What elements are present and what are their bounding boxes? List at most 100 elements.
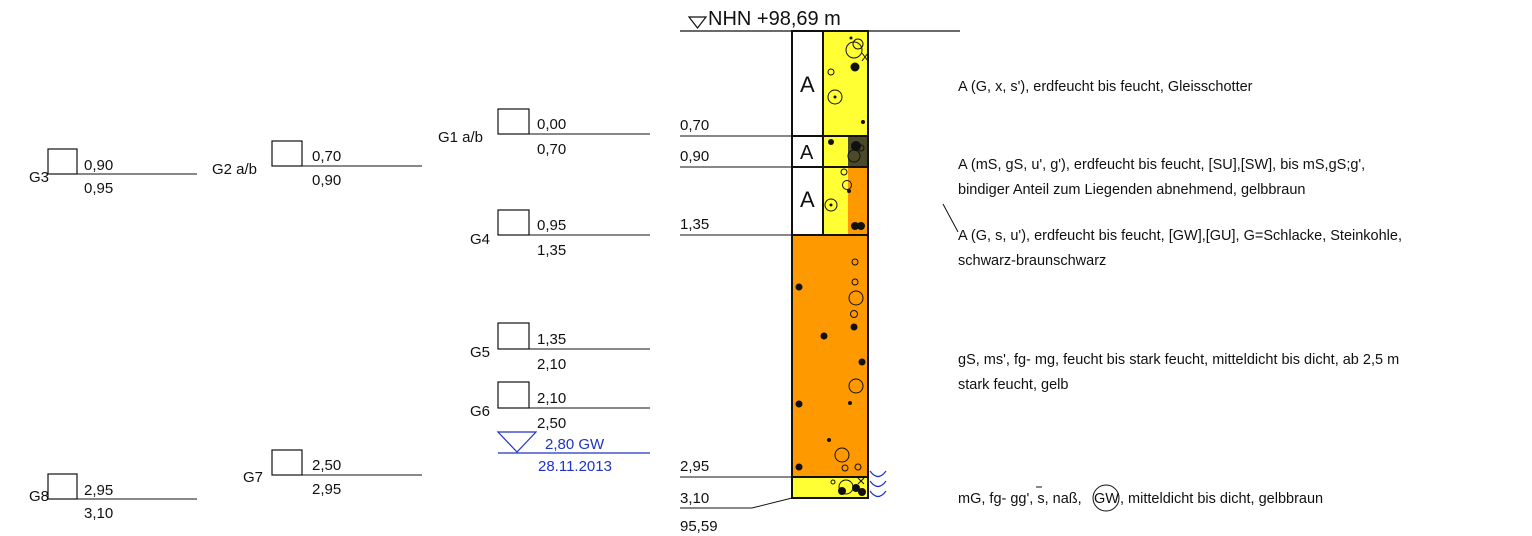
grain-symbol: [861, 120, 865, 124]
sample-g1-bottom: 0,70: [537, 141, 566, 158]
sample-g5-top: 1,35: [537, 331, 566, 348]
sample-g1-top: 0,00: [537, 116, 566, 133]
base-elevation: 95,59: [680, 518, 718, 535]
sample-g6-top: 2,10: [537, 390, 566, 407]
sample-g6-label: G6: [470, 403, 490, 420]
gravel-symbol: [830, 479, 836, 485]
gravel-symbol: [848, 290, 864, 306]
layer-depth-4: 2,95: [680, 458, 709, 475]
sample-g7-box: [271, 449, 303, 476]
sample-g2-label: G2 a/b: [212, 161, 257, 178]
grain-symbol: [827, 438, 831, 442]
elevation-label: NHN +98,69 m: [708, 8, 841, 30]
layer-depth-5: 3,10: [680, 490, 709, 507]
sample-g6-bottom: 2,50: [537, 415, 566, 432]
description-layer-2-line-2: bindiger Anteil zum Liegenden abnehmend,…: [958, 182, 1305, 198]
layer-depth-1: 0,70: [680, 117, 709, 134]
sample-g6-box: [497, 381, 530, 409]
sample-g8-label: G8: [29, 488, 49, 505]
sample-g8: G8 2,95 3,10: [29, 473, 197, 522]
borehole-column: A A A: [791, 30, 869, 499]
sample-g3-box: [47, 148, 78, 175]
sample-g4-label: G4: [470, 231, 490, 248]
description-layer-3-line-1: A (G, s, u'), erdfeucht bis feucht, [GW]…: [958, 228, 1402, 244]
layer-5-fill: [792, 477, 868, 498]
stone-symbol: [858, 488, 866, 496]
sample-g4-box: [497, 209, 530, 236]
sample-g1: G1 a/b 0,00 0,70: [438, 108, 650, 158]
layer-4-fill: [792, 235, 868, 477]
stone-symbol: [795, 463, 803, 471]
gravel-symbol: [841, 464, 849, 472]
fill-marker-1: A: [800, 72, 815, 97]
cross-symbol: [861, 52, 869, 62]
stone-symbol: [838, 487, 846, 495]
sample-g5: G5 1,35 2,10: [470, 322, 650, 373]
sample-g5-label: G5: [470, 344, 490, 361]
grain-symbol: [833, 95, 837, 99]
description-layer-4-line-2: stark feucht, gelb: [958, 377, 1068, 393]
layer-boundary-5-leader: [751, 497, 793, 509]
layer-depth-3: 1,35: [680, 216, 709, 233]
description-layer-5-part-1: mG, fg- gg', s, naß,: [958, 491, 1082, 507]
sample-g1-label: G1 a/b: [438, 129, 483, 146]
gravel-symbol: [840, 168, 848, 176]
column-outline: [791, 30, 869, 499]
sample-g5-bottom: 2,10: [537, 356, 566, 373]
sample-g3-label: G3: [29, 169, 49, 186]
gravel-symbol: [852, 38, 864, 50]
stone-symbol: [850, 62, 860, 72]
description-leader-line: [942, 203, 959, 233]
gravel-symbol: [834, 447, 850, 463]
sample-g5-box: [497, 322, 530, 350]
stone-symbol: [850, 323, 858, 331]
stone-symbol: [795, 400, 803, 408]
groundwater-date: 28.11.2013: [538, 458, 612, 475]
sample-g7-bottom: 2,95: [312, 481, 341, 498]
grain-symbol: [849, 36, 853, 40]
gravel-symbol: [851, 258, 859, 266]
description-layer-5-part-2: , mitteldicht bis dicht, gelbbraun: [1120, 491, 1323, 507]
sample-g7-label: G7: [243, 469, 263, 486]
sample-g6: G6 2,10 2,50: [470, 381, 650, 432]
sample-g1-box: [497, 108, 530, 135]
gw-circle: [1092, 484, 1120, 512]
fill-marker-3: A: [800, 187, 815, 212]
stone-symbol: [852, 484, 860, 492]
stone-symbol: [795, 283, 803, 291]
gravel-symbol: [845, 41, 863, 59]
gravel-symbol: [854, 463, 862, 471]
grain-symbol: [848, 401, 852, 405]
stone-symbol: [820, 332, 828, 340]
sample-g2-box: [271, 140, 303, 167]
sample-g4-top: 0,95: [537, 217, 566, 234]
sample-g7-top: 2,50: [312, 457, 341, 474]
dotted-circle-symbol: [824, 198, 838, 212]
gravel-symbol: [848, 378, 864, 394]
sample-g3: G3 0,90 0,95: [29, 148, 197, 197]
gravel-symbol: [850, 310, 858, 318]
description-layer-1: A (G, x, s'), erdfeucht bis feucht, Glei…: [958, 79, 1253, 95]
grain-symbol: [847, 189, 851, 193]
water-symbol-icon: [869, 470, 887, 498]
sample-g2: G2 a/b 0,70 0,90: [212, 140, 422, 189]
gravel-symbol: [847, 149, 861, 163]
layer-descriptions: A (G, x, s'), erdfeucht bis feucht, Glei…: [942, 79, 1402, 512]
stone-symbol: [857, 222, 865, 230]
sample-g4-bottom: 1,35: [537, 242, 566, 259]
sample-g4: G4 0,95 1,35: [470, 209, 650, 259]
sample-g8-bottom: 3,10: [84, 505, 113, 522]
fill-marker-2: A: [800, 142, 814, 164]
gravel-symbol: [842, 180, 852, 190]
sample-g3-top: 0,90: [84, 157, 113, 174]
description-layer-3-line-2: schwarz-braunschwarz: [958, 253, 1106, 269]
grain-symbol: [828, 139, 834, 145]
description-layer-2-line-1: A (mS, gS, u', g'), erdfeucht bis feucht…: [958, 157, 1365, 173]
sample-g3-bottom: 0,95: [84, 180, 113, 197]
grain-symbol: [829, 203, 833, 207]
elevation-triangle-icon: [687, 16, 708, 29]
sample-g2-top: 0,70: [312, 148, 341, 165]
stone-symbol: [858, 358, 866, 366]
